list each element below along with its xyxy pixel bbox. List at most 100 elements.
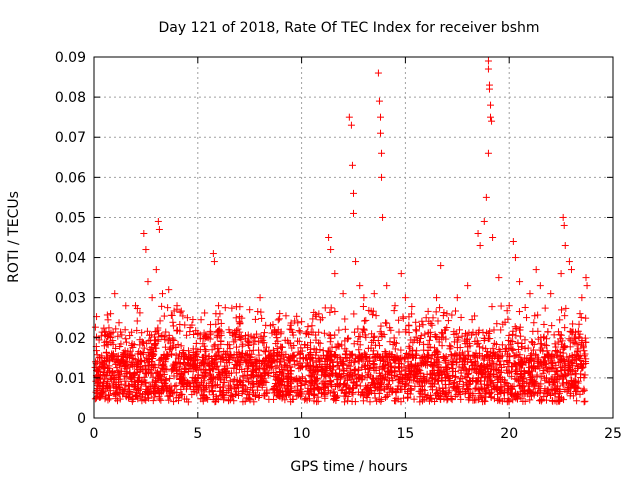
data-point bbox=[288, 344, 296, 352]
data-point bbox=[389, 341, 397, 349]
data-point bbox=[361, 362, 369, 370]
data-point bbox=[576, 310, 584, 318]
data-point bbox=[523, 314, 531, 322]
data-point bbox=[434, 317, 442, 325]
data-point bbox=[122, 338, 130, 346]
data-point bbox=[138, 329, 146, 337]
data-point bbox=[232, 343, 240, 351]
data-point bbox=[577, 313, 585, 321]
data-point bbox=[541, 304, 549, 312]
data-point bbox=[304, 323, 312, 331]
data-point bbox=[183, 314, 191, 322]
data-point bbox=[228, 304, 236, 312]
data-point bbox=[526, 396, 534, 404]
data-point bbox=[474, 385, 482, 393]
data-point bbox=[355, 332, 363, 340]
data-point bbox=[376, 342, 384, 350]
data-point bbox=[157, 396, 165, 404]
data-point bbox=[245, 378, 253, 386]
data-point bbox=[208, 346, 216, 354]
data-point bbox=[468, 316, 476, 324]
data-point bbox=[169, 335, 177, 343]
y-tick-label: 0.01 bbox=[55, 371, 86, 387]
data-point bbox=[412, 326, 420, 334]
data-point bbox=[378, 149, 386, 157]
data-point bbox=[217, 319, 225, 327]
data-point bbox=[536, 282, 544, 290]
data-point bbox=[274, 316, 282, 324]
data-point bbox=[226, 377, 234, 385]
data-point bbox=[282, 312, 290, 320]
data-point bbox=[246, 306, 254, 314]
y-tick-label: 0.07 bbox=[55, 130, 86, 146]
data-point bbox=[484, 149, 492, 157]
data-point bbox=[204, 395, 212, 403]
data-point bbox=[336, 365, 344, 373]
data-point bbox=[544, 328, 552, 336]
data-point bbox=[250, 398, 258, 406]
data-point bbox=[557, 306, 565, 314]
data-point bbox=[493, 320, 501, 328]
data-point bbox=[155, 225, 163, 233]
data-point bbox=[487, 101, 495, 109]
data-point bbox=[360, 326, 368, 334]
data-point bbox=[111, 290, 119, 298]
data-point bbox=[326, 338, 334, 346]
data-point bbox=[583, 282, 591, 290]
data-point bbox=[490, 326, 498, 334]
data-point bbox=[457, 313, 465, 321]
y-tick-label: 0.08 bbox=[55, 90, 86, 106]
data-point bbox=[376, 129, 384, 137]
data-point bbox=[561, 324, 569, 332]
y-tick-label: 0.04 bbox=[55, 251, 86, 267]
data-point bbox=[537, 340, 545, 348]
data-point bbox=[122, 335, 130, 343]
data-point bbox=[209, 250, 217, 258]
data-point bbox=[503, 307, 511, 315]
y-tick-label: 0 bbox=[77, 411, 86, 427]
data-point bbox=[103, 311, 111, 319]
data-point bbox=[251, 333, 259, 341]
data-point bbox=[362, 316, 370, 324]
data-point bbox=[114, 332, 122, 340]
y-tick-label: 0.09 bbox=[55, 50, 86, 66]
x-tick-label: 15 bbox=[396, 426, 414, 442]
data-point bbox=[410, 395, 418, 403]
data-point bbox=[154, 217, 162, 225]
data-point bbox=[515, 308, 523, 316]
y-axis-title: ROTI / TECUs bbox=[6, 191, 22, 283]
data-point bbox=[449, 357, 457, 365]
data-point bbox=[379, 213, 387, 221]
data-point bbox=[169, 322, 177, 330]
data-point bbox=[548, 322, 556, 330]
data-point bbox=[236, 303, 244, 311]
data-point bbox=[351, 328, 359, 336]
data-point bbox=[474, 229, 482, 237]
data-point bbox=[335, 326, 343, 334]
data-point bbox=[183, 331, 191, 339]
data-point bbox=[121, 377, 129, 385]
data-point bbox=[210, 258, 218, 266]
data-point bbox=[122, 302, 130, 310]
data-point bbox=[295, 327, 303, 335]
data-point bbox=[401, 294, 409, 302]
data-point bbox=[530, 319, 538, 327]
data-point bbox=[151, 393, 159, 401]
data-point bbox=[355, 346, 363, 354]
data-point bbox=[161, 358, 169, 366]
data-point bbox=[104, 316, 112, 324]
data-point bbox=[487, 113, 495, 121]
data-point bbox=[412, 318, 420, 326]
data-point bbox=[371, 394, 379, 402]
data-point bbox=[350, 340, 358, 348]
data-point bbox=[169, 318, 177, 326]
data-point bbox=[294, 382, 302, 390]
data-point bbox=[106, 333, 114, 341]
data-point bbox=[294, 319, 302, 327]
data-point bbox=[580, 398, 588, 406]
data-point bbox=[495, 274, 503, 282]
data-point bbox=[390, 307, 398, 315]
data-point bbox=[381, 348, 389, 356]
data-point bbox=[532, 266, 540, 274]
data-point bbox=[331, 270, 339, 278]
